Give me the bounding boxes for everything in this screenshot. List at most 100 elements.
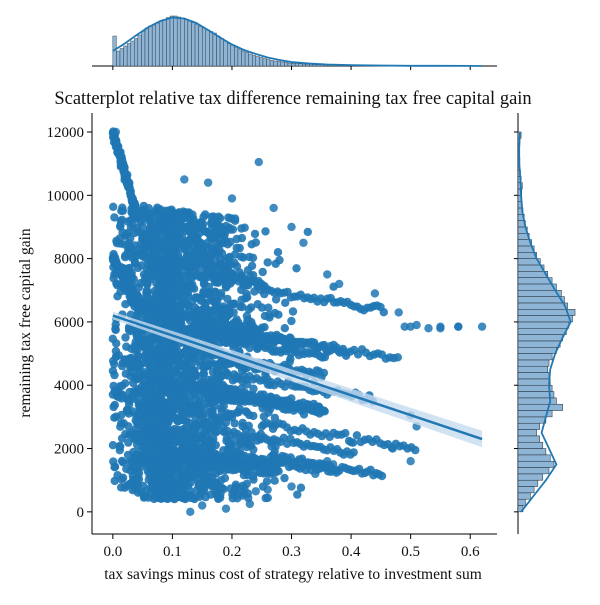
x-marginal-bar [277,62,281,67]
scatter-point [213,491,221,499]
scatter-point [261,227,269,235]
x-marginal-bar [166,18,170,67]
scatter-point [208,242,216,250]
scatter-point [180,223,188,231]
scatter-point [141,207,149,215]
x-marginal-bar [177,17,181,66]
x-marginal-bar [131,41,135,66]
scatter-point [197,420,205,428]
scatter-point [371,289,379,297]
y-marginal-bar [518,480,538,486]
scatter-point [171,267,179,275]
scatter-point [233,244,241,252]
scatter-point [109,403,117,411]
x-marginal-bar [288,63,292,66]
x-marginal-bar [156,23,160,66]
x-marginal-bar [252,56,256,67]
scatter-point [164,406,172,414]
y-tick-label: 12000 [47,125,85,141]
scatter-point [286,334,294,342]
chart-title: Scatterplot relative tax difference rema… [54,89,531,109]
y-marginal-bar [518,430,537,436]
scatter-point [119,474,127,482]
scatter-point [156,492,164,500]
x-marginal-bar [209,32,213,67]
scatter-point [304,228,312,236]
scatter-point [258,303,266,311]
scatter-point [264,494,272,502]
scatter-point [173,237,181,245]
scatter-point [329,460,337,468]
x-marginal-bar [134,39,138,67]
scatter-point [266,470,274,478]
scatter-point [171,224,179,232]
scatter-point [233,494,241,502]
scatter-point [141,240,149,248]
scatter-point [113,292,121,300]
scatter-point [192,394,200,402]
scatter-point [112,128,120,136]
scatter-point [274,467,282,475]
scatter-point [240,489,248,497]
y-marginal-bar [518,442,543,448]
scatter-point [244,266,252,274]
scatter-point [150,347,158,355]
scatter-point [119,458,127,466]
scatter-point [321,407,329,415]
scatter-point [292,264,300,272]
scatter-point [264,258,272,266]
scatter-point [180,477,188,485]
scatter-point [134,345,142,353]
y-marginal-bar [518,487,534,493]
scatter-point [147,483,155,491]
scatter-point [259,268,267,276]
scatter-point [163,351,171,359]
x-tick-label: 0.5 [401,544,420,560]
x-marginal-bar [170,16,174,66]
x-marginal-bar [195,24,199,66]
scatter-point [260,323,268,331]
y-marginal-bar [518,316,573,322]
scatter-point [134,467,142,475]
scatter-point [197,246,205,254]
scatter-point [323,270,331,278]
scatter-point [206,428,214,436]
scatter-point [181,213,189,221]
x-tick-label: 0.0 [103,544,122,560]
scatter-point [249,254,257,262]
scatter-point [129,252,137,260]
y-marginal-bar [518,385,552,391]
y-marginal-bar [518,278,552,284]
scatter-point [191,358,199,366]
y-marginal-bar [518,354,552,360]
x-marginal-bar [141,31,145,66]
scatter-point [424,324,432,332]
scatter-point [395,308,403,316]
scatter-point [380,308,388,316]
scatter-point [109,367,117,375]
scatter-point [109,441,117,449]
scatter-point [335,280,343,288]
x-marginal-histogram [92,16,497,70]
y-marginal-bar [518,360,549,366]
x-axis-label: tax savings minus cost of strategy relat… [104,566,482,583]
scatter-point [265,313,273,321]
x-marginal-bar [263,59,267,67]
y-axis-label: remaining tax free capital gain [17,228,34,418]
scatter-point [216,417,224,425]
x-marginal-bar [181,18,185,66]
x-marginal-bar [224,41,228,66]
scatter-point [280,474,288,482]
y-marginal-bar [518,297,565,303]
scatter-point [118,434,126,442]
scatter-point [311,470,319,478]
x-marginal-bar [220,39,224,67]
scatter-point [109,390,117,398]
scatter-point [131,204,139,212]
x-tick-label: 0.2 [223,544,242,560]
y-marginal-bar [518,423,540,429]
scatter-point [228,194,236,202]
scatter-point [136,374,144,382]
x-tick-label: 0.6 [461,544,480,560]
